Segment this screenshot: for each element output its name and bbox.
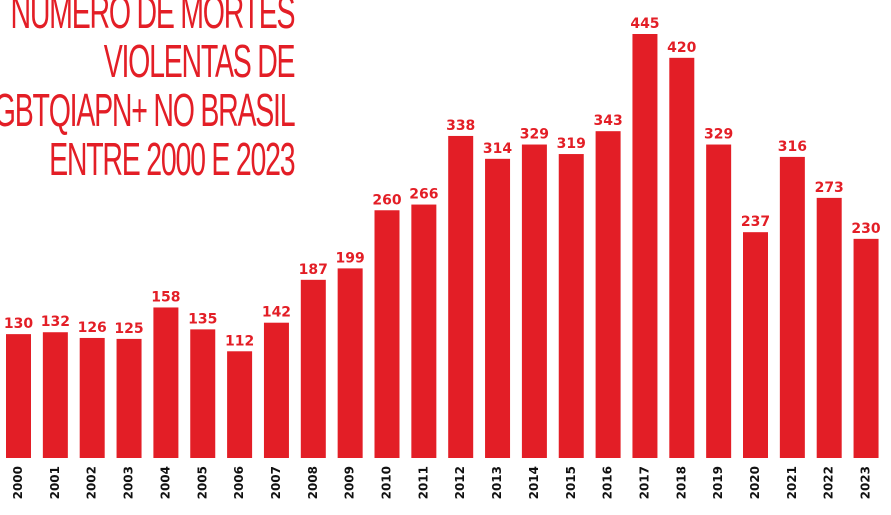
value-label-2002: 126 — [78, 320, 107, 336]
chart-title-line-3: LGBTQIAPN+ NO BRASIL — [0, 84, 295, 136]
bar-2017 — [632, 34, 658, 458]
value-label-2008: 187 — [299, 262, 328, 278]
value-label-2004: 158 — [151, 289, 180, 305]
bar-2021 — [779, 156, 805, 458]
value-label-2016: 343 — [593, 113, 622, 129]
bar-2003 — [116, 338, 142, 458]
value-label-2019: 329 — [704, 127, 733, 143]
bar-2002 — [79, 337, 105, 458]
chart-title-line-1: NÚMERO DE MORTES — [10, 0, 295, 38]
x-tick-label-2003: 2003 — [122, 466, 136, 499]
x-tick-labels-group: 2000 2001 2002 2003 2004 2005 2006 2007 2008 2009… — [11, 466, 873, 499]
value-label-2022: 273 — [815, 180, 844, 196]
value-label-2023: 230 — [851, 221, 880, 237]
chart-title-line-2: VIOLENTAS DE — [103, 35, 295, 87]
value-label-2009: 199 — [336, 250, 365, 266]
bar-2016 — [595, 131, 621, 458]
bar-2007 — [263, 322, 289, 458]
value-label-2021: 316 — [778, 139, 807, 155]
bar-2012 — [448, 135, 474, 458]
value-label-2017: 445 — [630, 16, 659, 32]
bar-2023 — [853, 238, 879, 458]
bar-2022 — [816, 197, 842, 458]
value-label-2007: 142 — [262, 305, 291, 321]
x-tick-label-2021: 2021 — [785, 466, 799, 499]
x-tick-label-2002: 2002 — [85, 466, 99, 499]
x-tick-label-2008: 2008 — [306, 466, 320, 499]
x-tick-label-2018: 2018 — [674, 466, 688, 499]
bar-2008 — [300, 279, 326, 458]
x-tick-label-2016: 2016 — [601, 466, 615, 499]
bar-2001 — [42, 332, 68, 458]
x-tick-label-2019: 2019 — [711, 466, 725, 499]
chart-title: NÚMERO DE MORTES VIOLENTAS DE LGBTQIAPN+… — [0, 0, 296, 185]
bar-2020 — [743, 232, 768, 458]
x-tick-label-2001: 2001 — [48, 466, 62, 499]
value-label-2006: 112 — [225, 333, 254, 349]
value-label-2018: 420 — [667, 40, 696, 56]
bar-2011 — [411, 204, 437, 458]
x-tick-label-2012: 2012 — [453, 466, 467, 499]
x-tick-label-2011: 2011 — [416, 466, 430, 499]
value-label-2010: 260 — [372, 192, 401, 208]
x-tick-label-2006: 2006 — [232, 466, 246, 499]
value-label-2013: 314 — [483, 141, 512, 157]
x-tick-label-2020: 2020 — [748, 466, 762, 499]
value-labels-group: 130 132 126 125 158 135 112 142 187 199 260 266 338 3… — [4, 16, 881, 349]
bar-2015 — [558, 154, 584, 459]
x-tick-label-2015: 2015 — [564, 466, 578, 499]
x-tick-label-2014: 2014 — [527, 466, 541, 499]
x-tick-label-2009: 2009 — [343, 466, 357, 499]
bar-2004 — [153, 307, 179, 458]
value-label-2015: 319 — [557, 136, 586, 152]
x-tick-label-2000: 2000 — [11, 466, 25, 499]
bar-2005 — [190, 329, 216, 458]
x-tick-label-2017: 2017 — [637, 466, 651, 499]
value-label-2000: 130 — [4, 316, 33, 332]
value-label-2012: 338 — [446, 118, 475, 134]
value-label-2005: 135 — [188, 311, 217, 327]
value-label-2020: 237 — [741, 214, 770, 230]
value-label-2003: 125 — [114, 321, 143, 337]
bar-2000 — [6, 334, 31, 458]
value-label-2001: 132 — [41, 314, 70, 330]
bar-2014 — [521, 144, 547, 458]
bar-2006 — [227, 351, 253, 458]
x-tick-label-2010: 2010 — [380, 466, 394, 499]
x-tick-label-2007: 2007 — [269, 466, 283, 499]
x-tick-label-2023: 2023 — [859, 466, 873, 499]
x-tick-label-2022: 2022 — [822, 466, 836, 499]
bar-2010 — [374, 210, 400, 458]
value-label-2011: 266 — [409, 187, 438, 203]
bars-group — [6, 34, 879, 459]
x-tick-label-2005: 2005 — [195, 466, 209, 499]
x-tick-label-2004: 2004 — [158, 466, 172, 499]
bar-2013 — [485, 158, 511, 458]
bar-2018 — [669, 57, 695, 458]
value-label-2014: 329 — [520, 127, 549, 143]
bar-2019 — [706, 144, 732, 458]
chart-title-line-4: ENTRE 2000 E 2023 — [48, 133, 296, 185]
bar-2009 — [337, 268, 363, 458]
x-tick-label-2013: 2013 — [490, 466, 504, 499]
